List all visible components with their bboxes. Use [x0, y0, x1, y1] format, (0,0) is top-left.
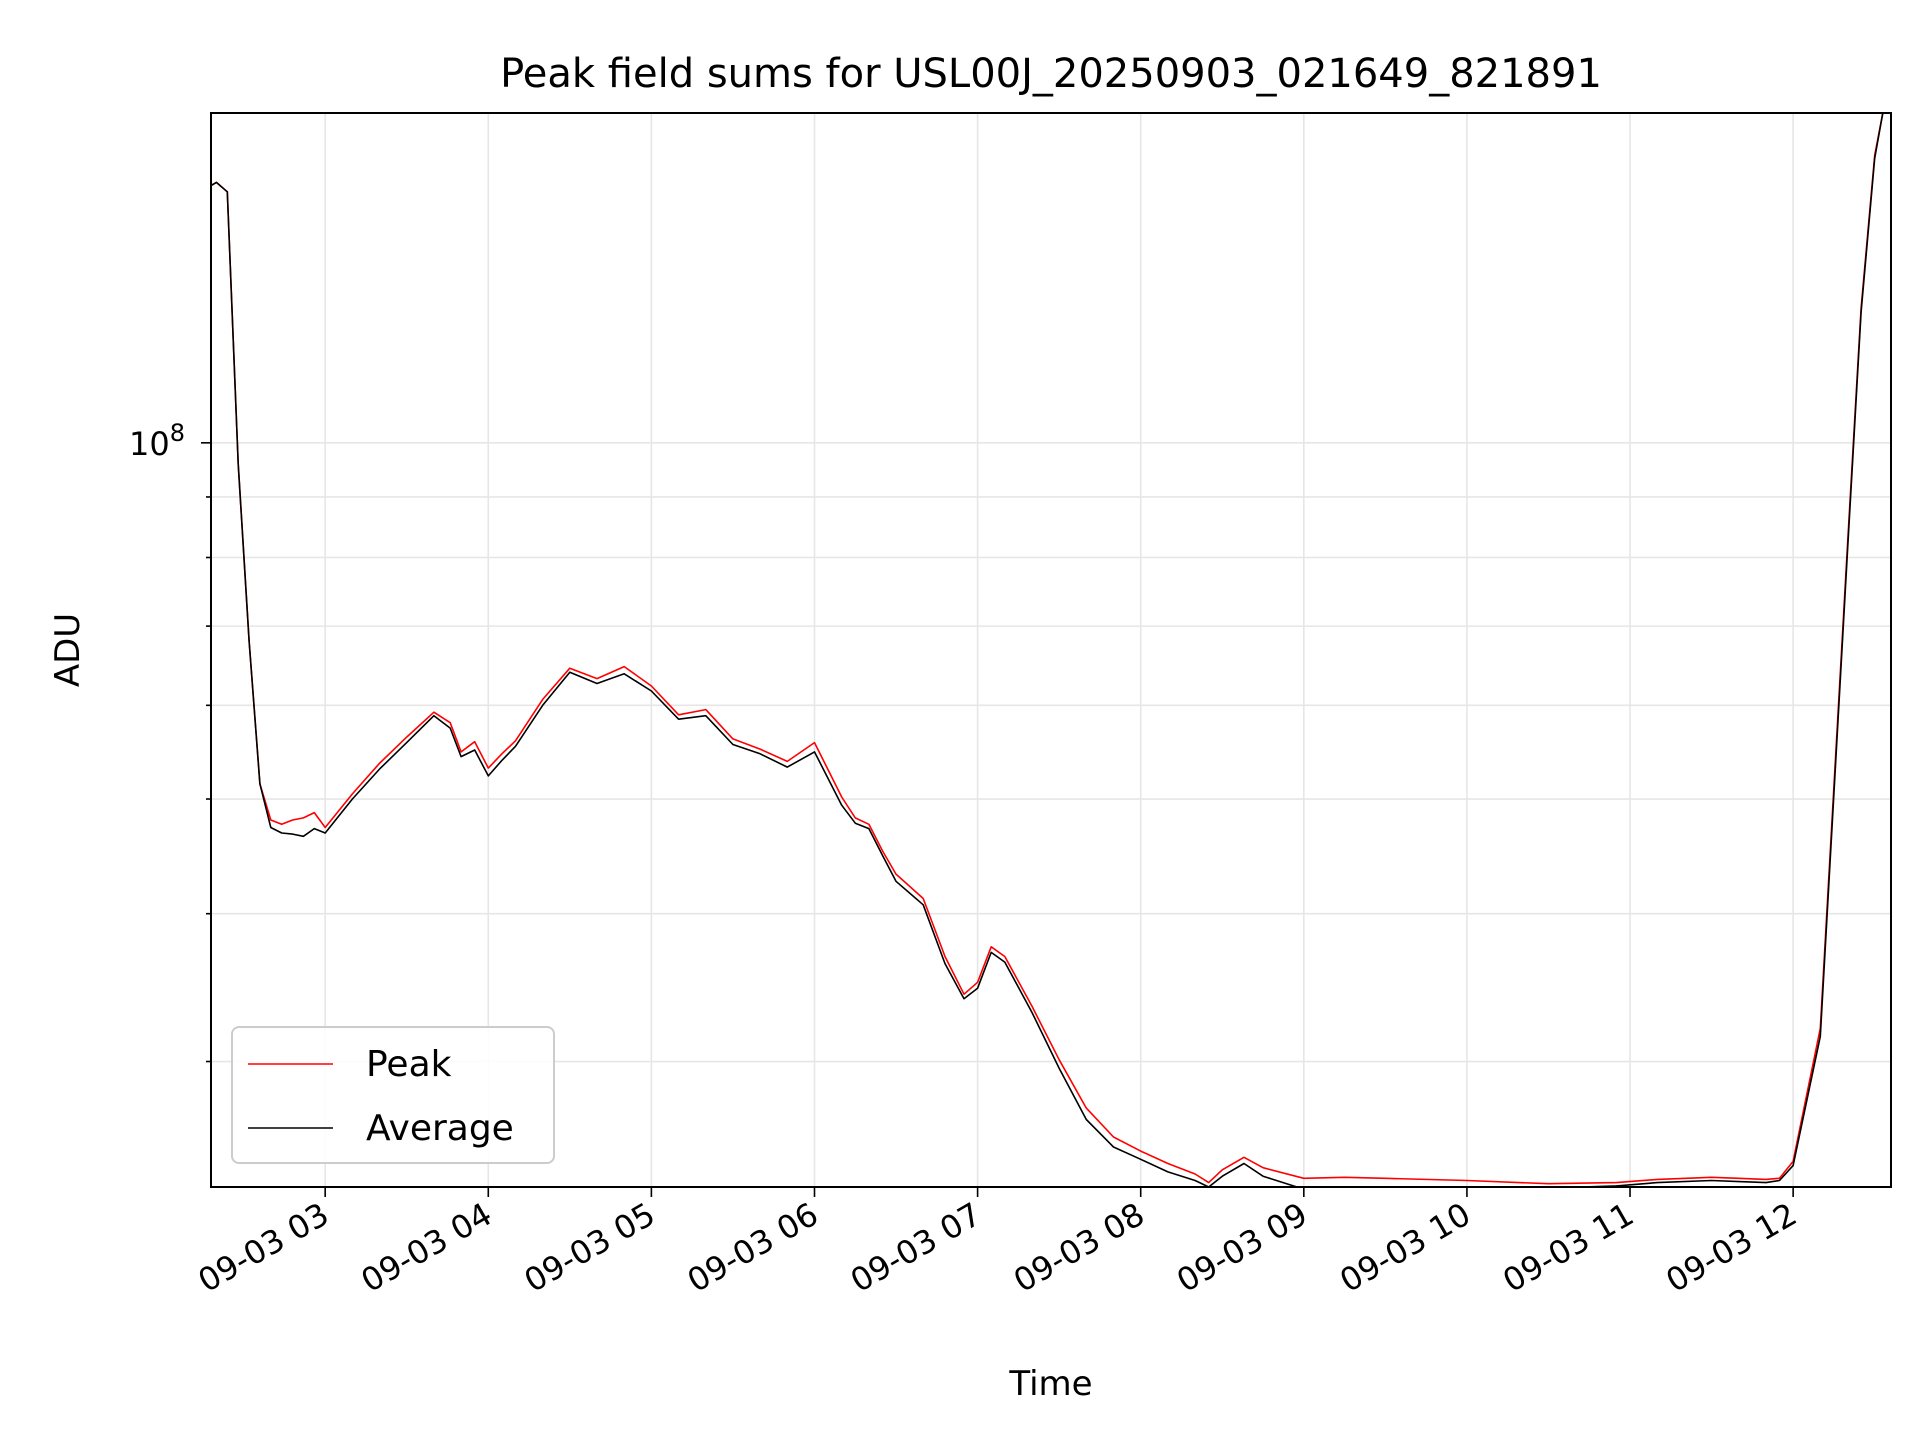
- y-axis-label: ADU: [48, 613, 88, 687]
- y-tick-label: 108: [129, 419, 185, 463]
- legend-label-average: Average: [366, 1108, 514, 1149]
- grid: [211, 113, 1891, 1187]
- chart-title: Peak field sums for USL00J_20250903_0216…: [500, 51, 1602, 97]
- legend: Peak Average: [231, 1026, 555, 1164]
- plot-area-frame: [210, 112, 1892, 1188]
- y-tick-exponent: 8: [170, 419, 185, 447]
- series-line-peak: [211, 113, 1884, 1185]
- series-line-average: [211, 113, 1884, 1187]
- y-tick-base: 10: [129, 425, 170, 463]
- legend-box: [231, 1026, 555, 1164]
- legend-label-peak: Peak: [366, 1044, 452, 1085]
- series-layer: [211, 113, 1884, 1187]
- x-axis-label: Time: [1008, 1364, 1092, 1404]
